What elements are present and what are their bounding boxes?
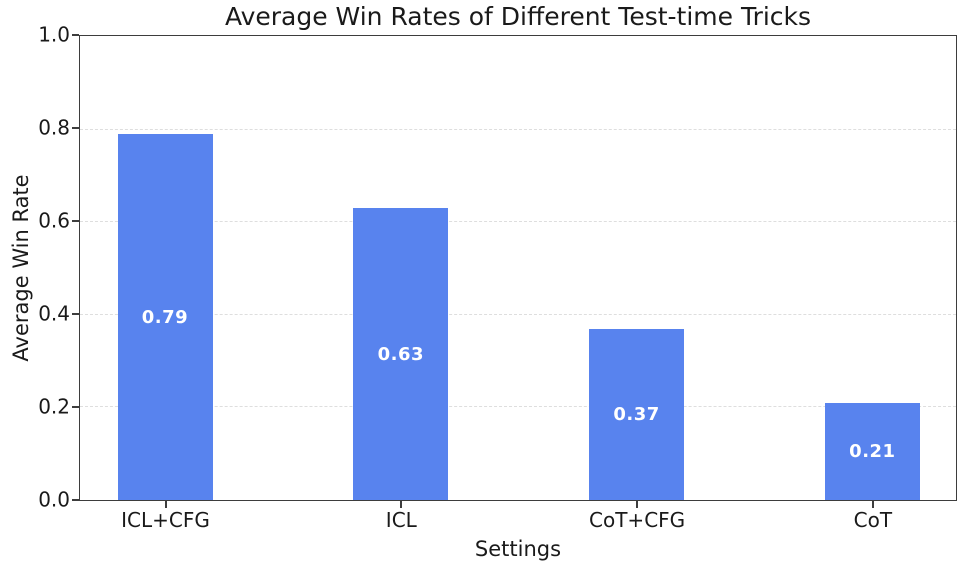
bar-value-label: 0.63 [377,343,424,365]
x-tick-label: CoT+CFG [589,508,686,532]
y-tick-mark [72,405,79,408]
x-tick-mark [871,501,874,508]
y-tick-mark [72,498,79,501]
x-axis-label: Settings [474,537,562,561]
bar-value-label: 0.37 [613,403,660,425]
y-tick-mark [72,126,79,129]
y-tick-label: 0.8 [38,115,70,140]
x-tick-mark [636,501,639,508]
x-tick-label: ICL [385,508,417,532]
gridline [80,221,956,223]
gridline [80,128,956,130]
x-tick-label: ICL+CFG [121,508,210,532]
bar: 0.21 [824,402,920,500]
y-tick-mark [72,219,79,222]
y-tick-label: 1.0 [38,22,70,47]
y-tick-label: 0.2 [38,394,70,419]
bar: 0.37 [589,328,685,500]
x-tick-mark [400,501,403,508]
y-tick-label: 0.0 [38,487,70,512]
bar: 0.63 [353,208,449,500]
bar-value-label: 0.21 [849,440,896,462]
y-tick-mark [72,34,79,36]
y-tick-label: 0.6 [38,208,70,233]
chart-title: Average Win Rates of Different Test-time… [224,2,812,31]
y-tick-mark [72,312,79,315]
y-tick-label: 0.4 [38,301,70,326]
x-tick-label: CoT [853,508,893,532]
bar: 0.79 [117,134,213,500]
gridline [80,313,956,315]
x-tick-mark [164,501,167,508]
plot-area: 0.79 0.63 0.37 0.21 [79,35,957,501]
bar-value-label: 0.79 [141,306,189,328]
gridline [80,406,956,408]
y-axis-label: Average Win Rate [9,174,33,362]
